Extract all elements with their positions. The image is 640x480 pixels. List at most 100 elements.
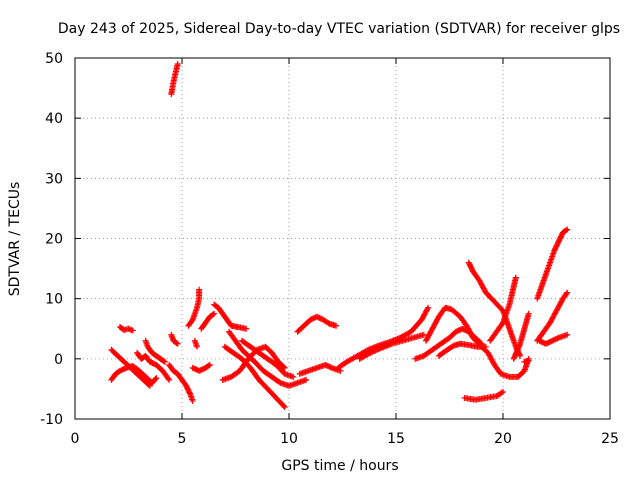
x-tick-label: 10 [280, 431, 298, 447]
x-tick-labels: 0 5 10 15 20 25 [71, 431, 619, 447]
x-tick-label: 5 [178, 431, 187, 447]
series-arc-9 [185, 286, 203, 329]
data-point [563, 227, 570, 234]
data-point [205, 362, 212, 369]
data-point [365, 350, 372, 357]
data-point [160, 358, 167, 365]
series-arc-31 [534, 226, 571, 302]
data-point [372, 347, 379, 354]
data-point [500, 388, 506, 395]
data-point [174, 340, 181, 347]
data-point [368, 349, 375, 356]
data-point [369, 348, 376, 355]
series-arc-21 [356, 331, 427, 362]
series-arc-17 [238, 337, 297, 380]
data-point [153, 375, 160, 382]
x-axis-label: GPS time / hours [281, 458, 398, 474]
series-arc-32 [534, 289, 571, 344]
data-point [280, 402, 287, 409]
x-tick-label: 0 [71, 431, 80, 447]
data-point [173, 340, 180, 347]
data-point [189, 397, 196, 404]
chart-title: Day 243 of 2025, Sidereal Day-to-day VTE… [58, 21, 620, 37]
series-arc-16 [221, 343, 288, 410]
data-point [371, 348, 378, 355]
data-point [166, 376, 173, 383]
data-point [498, 389, 505, 396]
axis-ticks [74, 57, 611, 420]
series-arc-1 [108, 363, 160, 386]
data-point [145, 381, 152, 388]
series-arc-3 [116, 323, 136, 334]
gridlines [75, 58, 610, 419]
data-point [554, 335, 561, 342]
series-arc-7 [168, 331, 181, 347]
data-point [206, 361, 213, 368]
series-arc-19 [296, 361, 344, 377]
data-point [161, 358, 168, 365]
data-point [375, 346, 382, 353]
y-tick-label: 10 [45, 292, 63, 308]
y-tick-label: 30 [45, 171, 63, 187]
data-point [303, 376, 310, 383]
y-tick-labels: -10 0 10 20 30 40 50 [40, 51, 63, 428]
y-tick-label: 20 [45, 232, 63, 248]
series-arc-11 [189, 361, 213, 374]
y-tick-label: 40 [45, 111, 63, 127]
data-point [525, 310, 532, 317]
series-arc-4 [134, 349, 173, 383]
series-arc-30 [521, 357, 532, 365]
data-point [211, 310, 218, 317]
data-point [517, 352, 524, 359]
data-point [376, 345, 383, 352]
y-tick-label: 0 [54, 352, 63, 368]
data-point [165, 375, 172, 382]
data-point [564, 289, 571, 296]
series-arc-15 [226, 328, 310, 389]
data-point [420, 331, 427, 338]
data-point [525, 357, 532, 364]
data-point [128, 326, 135, 333]
data-point [367, 349, 374, 356]
data-point [564, 331, 571, 338]
data-point [126, 326, 133, 333]
data-point [146, 382, 153, 389]
data-point [174, 61, 181, 68]
data-point [152, 376, 159, 383]
series-arc-6 [168, 61, 181, 98]
x-tick-label: 15 [387, 431, 405, 447]
series-arc-5 [142, 337, 168, 365]
data-point [512, 274, 519, 281]
y-axis-label: SDTVAR / TECUs [7, 182, 23, 297]
series-arc-8 [166, 361, 196, 404]
data-point [424, 306, 431, 313]
x-tick-label: 25 [601, 431, 619, 447]
data-point [425, 304, 432, 311]
data-point [374, 346, 381, 353]
series-arc-12 [198, 310, 218, 332]
series-arc-33 [536, 331, 571, 347]
data-point [196, 286, 203, 293]
data-point [188, 317, 195, 324]
data-point [243, 325, 250, 332]
data-point [193, 343, 200, 350]
data-point [210, 311, 217, 318]
data-point [129, 327, 136, 334]
data-point [281, 403, 288, 410]
series-arc-29 [510, 310, 532, 362]
data-point [186, 390, 193, 397]
series-arc-28 [487, 274, 519, 344]
data-point [281, 364, 288, 371]
y-tick-label: -10 [40, 412, 63, 428]
series-arc-22 [412, 325, 485, 362]
series-arc-25 [461, 388, 506, 403]
series-arc-2 [108, 346, 153, 389]
series-arc-10 [191, 337, 200, 350]
y-tick-label: 50 [45, 51, 63, 67]
data-marks [108, 61, 571, 410]
x-tick-label: 20 [494, 431, 512, 447]
series-arc-18 [294, 313, 340, 335]
data-point [564, 226, 571, 233]
data-point [563, 290, 570, 297]
